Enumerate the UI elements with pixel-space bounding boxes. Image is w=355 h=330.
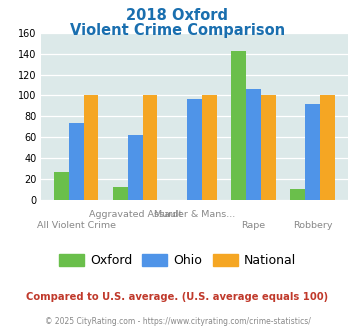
Text: 2018 Oxford: 2018 Oxford xyxy=(126,8,229,23)
Text: Robbery: Robbery xyxy=(293,221,332,230)
Bar xyxy=(84,95,98,200)
Text: Violent Crime Comparison: Violent Crime Comparison xyxy=(70,23,285,38)
Legend: Oxford, Ohio, National: Oxford, Ohio, National xyxy=(54,249,301,272)
Bar xyxy=(202,95,217,200)
Bar xyxy=(187,99,202,200)
Text: Rape: Rape xyxy=(241,221,266,230)
Text: Aggravated Assault: Aggravated Assault xyxy=(89,210,182,218)
Bar xyxy=(290,189,305,200)
Bar xyxy=(128,135,143,200)
Text: Murder & Mans...: Murder & Mans... xyxy=(154,210,235,218)
Bar xyxy=(231,51,246,200)
Bar xyxy=(261,95,275,200)
Text: Compared to U.S. average. (U.S. average equals 100): Compared to U.S. average. (U.S. average … xyxy=(26,292,329,302)
Text: © 2025 CityRating.com - https://www.cityrating.com/crime-statistics/: © 2025 CityRating.com - https://www.city… xyxy=(45,317,310,326)
Bar xyxy=(143,95,158,200)
Bar xyxy=(305,104,320,200)
Bar xyxy=(246,89,261,200)
Bar xyxy=(54,172,69,200)
Bar xyxy=(113,187,128,200)
Bar xyxy=(320,95,335,200)
Text: All Violent Crime: All Violent Crime xyxy=(37,221,116,230)
Bar xyxy=(69,122,84,200)
